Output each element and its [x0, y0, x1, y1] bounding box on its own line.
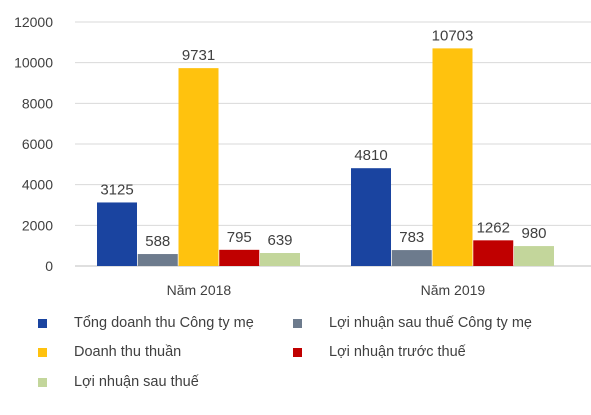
- data-label: 980: [521, 225, 546, 242]
- bar: [260, 253, 300, 266]
- y-tick-label: 8000: [22, 95, 53, 111]
- data-label: 639: [267, 232, 292, 249]
- data-label: 588: [145, 233, 170, 250]
- bar: [432, 48, 473, 267]
- bar: [219, 249, 260, 266]
- bar: [137, 254, 178, 266]
- data-label: 783: [399, 229, 424, 246]
- data-label: 10703: [432, 27, 474, 44]
- y-tick-label: 10000: [14, 55, 53, 71]
- bar: [514, 246, 554, 266]
- bar: [97, 202, 137, 266]
- bar: [178, 68, 219, 267]
- x-category-label: Năm 2018: [167, 282, 232, 298]
- gridlines: [75, 21, 591, 267]
- data-labels: 3125 588 9731 795 639 4810 783 10703 1262 980: [100, 27, 546, 250]
- data-label: 3125: [100, 181, 133, 198]
- bars: [97, 48, 554, 267]
- x-category-label: Năm 2019: [421, 282, 486, 298]
- bar: [391, 250, 432, 266]
- data-label: 4810: [354, 147, 387, 164]
- bar: [473, 240, 514, 266]
- y-tick-label: 6000: [22, 136, 53, 152]
- y-axis: 0 2000 4000 6000 8000 10000 12000: [14, 14, 53, 274]
- data-label: 795: [227, 229, 252, 246]
- y-tick-label: 0: [45, 258, 53, 274]
- y-tick-label: 2000: [22, 217, 53, 233]
- data-label: 9731: [182, 47, 215, 64]
- data-label: 1262: [477, 219, 510, 236]
- bar: [351, 168, 391, 266]
- x-axis: Năm 2018 Năm 2019: [167, 282, 486, 298]
- y-tick-label: 4000: [22, 177, 53, 193]
- y-tick-label: 12000: [14, 14, 53, 30]
